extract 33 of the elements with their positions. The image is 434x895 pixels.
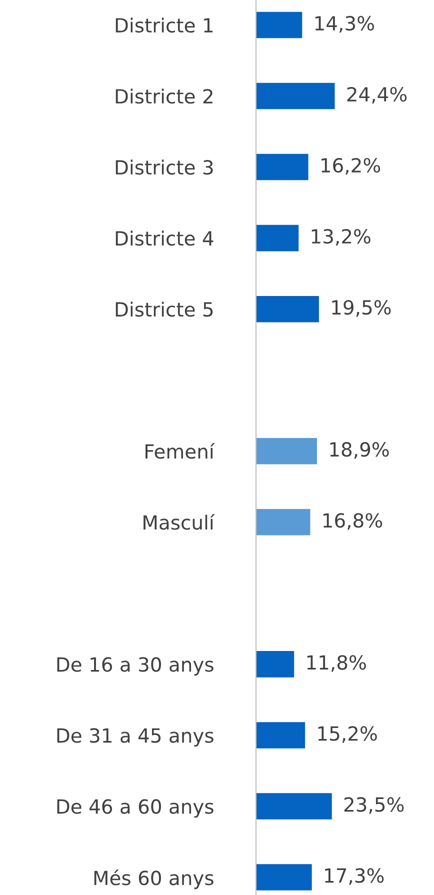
bar: [256, 12, 302, 38]
data-label: 16,8%: [323, 513, 382, 530]
data-label: 23,5%: [344, 797, 404, 814]
y-tick-label: Masculí: [144, 514, 215, 530]
y-tick-label: Districte 1: [116, 18, 213, 33]
y-tick-label: Districte 4: [116, 230, 214, 246]
data-label: 11,8%: [307, 655, 366, 672]
y-tick-label: De 16 a 30 anys: [57, 657, 214, 676]
y-tick-label: De 46 a 60 anys: [57, 799, 214, 818]
bar: [256, 82, 335, 110]
data-label: 16,2%: [322, 158, 380, 175]
y-tick-label: Districte 3: [116, 160, 213, 175]
bar: [256, 296, 319, 322]
data-label: 17,3%: [325, 868, 384, 885]
bar: [256, 154, 308, 180]
bar: [256, 438, 318, 464]
bar: [256, 509, 310, 536]
data-label: 19,5%: [332, 300, 391, 317]
bar: [256, 651, 294, 678]
data-label: 14,3%: [315, 16, 374, 33]
y-tick-label: Districte 2: [116, 88, 212, 104]
data-label: 13,2%: [312, 228, 370, 246]
bar: [256, 224, 299, 252]
data-label: 24,4%: [347, 86, 407, 104]
data-label: 18,9%: [330, 442, 389, 459]
y-tick-label: Femení: [146, 442, 215, 459]
bar: [256, 722, 306, 748]
y-tick-label: Més 60 anys: [94, 869, 214, 890]
y-tick-label: Districte 5: [116, 302, 213, 317]
data-label: 15,2%: [318, 726, 377, 743]
bar: [256, 864, 312, 890]
bar: [256, 793, 332, 820]
y-tick-label: De 31 a 45 anys: [57, 728, 214, 747]
